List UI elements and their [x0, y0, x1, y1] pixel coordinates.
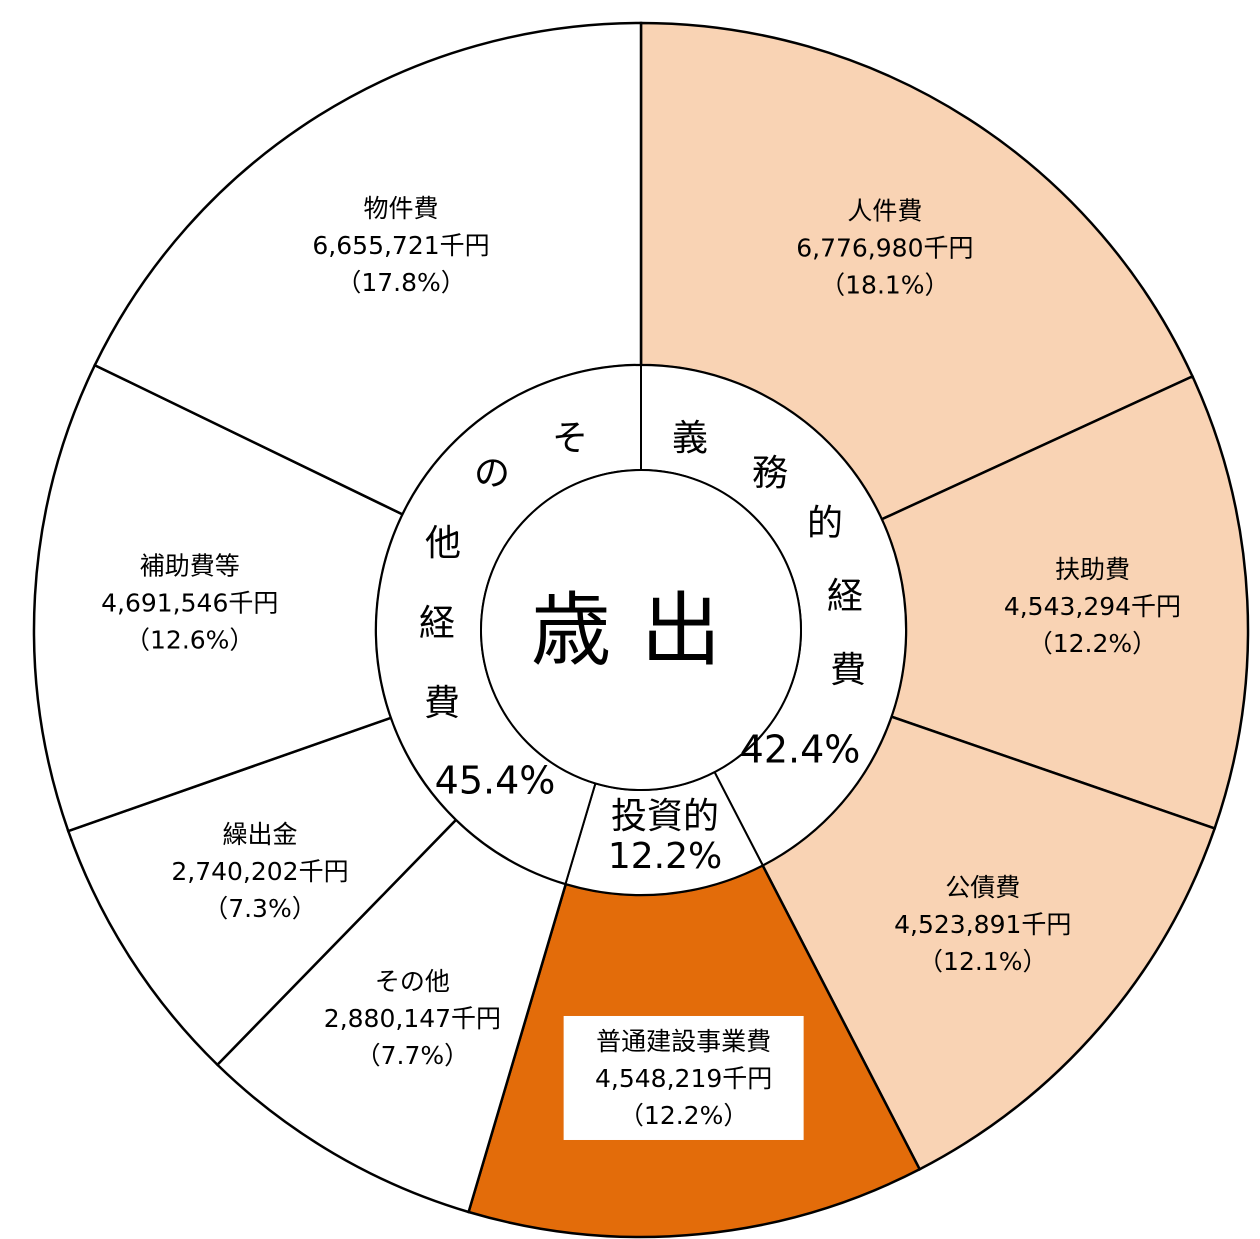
slice-name: 普通建設事業費 — [596, 1027, 771, 1056]
group-name: 投資的 — [611, 796, 719, 837]
slice-name: 扶助費 — [1055, 555, 1130, 584]
slice-value: 2,880,147千円 — [324, 1004, 501, 1033]
slice-value: 2,740,202千円 — [171, 857, 348, 886]
slice-percent: （7.7%） — [356, 1041, 470, 1070]
slice-value: 6,776,980千円 — [796, 233, 973, 262]
slice-percent: （7.3%） — [203, 894, 317, 923]
slice-name: その他 — [375, 967, 450, 996]
slice-percent: （12.2%） — [619, 1101, 748, 1130]
slices — [32, 21, 1250, 1239]
group-percent: 42.4% — [740, 728, 861, 772]
slice-name: 物件費 — [364, 194, 439, 223]
slice-name: 公債費 — [945, 873, 1020, 902]
slice-value: 4,691,546千円 — [101, 588, 278, 617]
slice-value: 4,548,219千円 — [595, 1064, 772, 1093]
slice-percent: （12.6%） — [125, 625, 254, 654]
slice-value: 4,523,891千円 — [894, 910, 1071, 939]
slice-name: 繰出金 — [222, 820, 297, 849]
label-box — [563, 1015, 804, 1140]
group-ring — [375, 363, 907, 896]
group-percent: 45.4% — [435, 759, 556, 803]
slice-percent: （18.1%） — [820, 270, 949, 299]
slice-percent: （12.2%） — [1028, 629, 1157, 658]
group-name: 義務的経費 — [672, 418, 866, 691]
slice-percent: （17.8%） — [336, 268, 465, 297]
center-circle — [480, 469, 802, 791]
slice-name: 補助費等 — [140, 551, 240, 580]
slice-name: 人件費 — [847, 196, 922, 225]
slice-value: 6,655,721千円 — [312, 231, 489, 260]
labels: 人件費 6,776,980千円 （18.1%） 扶助費 4,543,294千円 （12.2… — [101, 194, 1181, 1140]
group-name: その他経費 — [419, 418, 588, 724]
center-label: 歳出 — [531, 584, 751, 677]
slice-percent: （12.1%） — [918, 947, 1047, 976]
slice-value: 4,543,294千円 — [1004, 592, 1181, 621]
group-percent: 12.2% — [608, 836, 722, 877]
